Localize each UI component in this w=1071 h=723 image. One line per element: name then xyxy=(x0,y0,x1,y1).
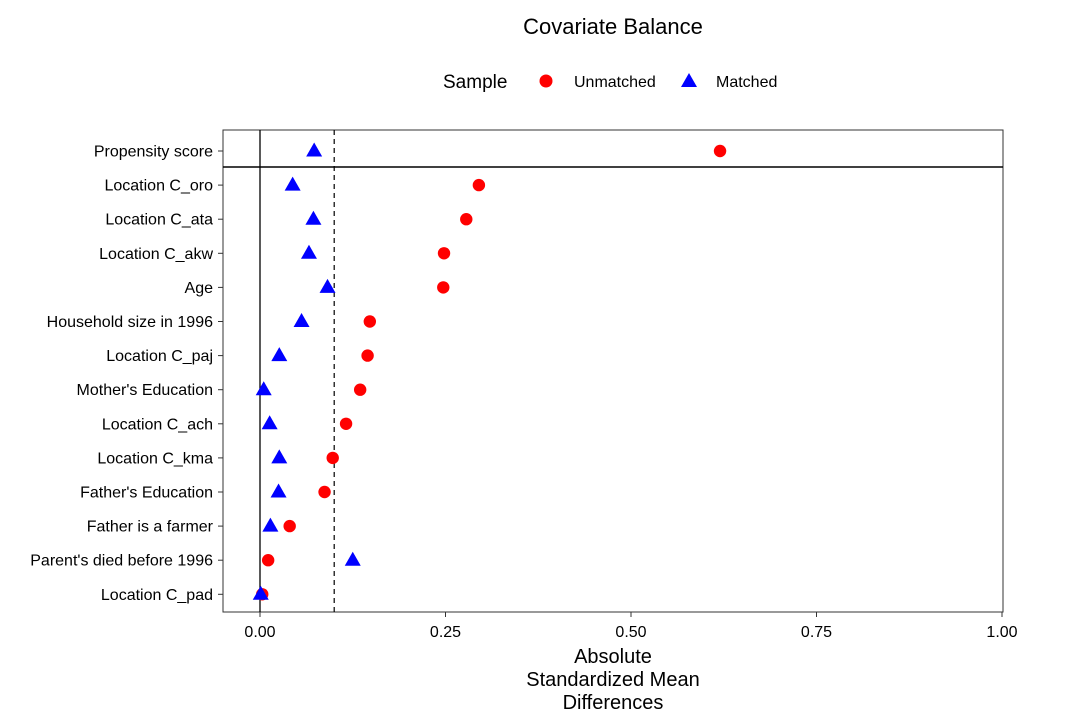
point-unmatched xyxy=(283,519,296,533)
point-matched xyxy=(344,551,361,566)
y-tick-label: Location C_akw xyxy=(99,246,213,263)
y-tick-label: Location C_ach xyxy=(102,416,213,433)
x-tick-label: 0.00 xyxy=(244,624,275,641)
point-unmatched xyxy=(339,417,353,430)
x-tick-label: 0.25 xyxy=(430,624,461,641)
point-unmatched xyxy=(363,315,377,328)
y-tick-label: Location C_kma xyxy=(97,450,213,467)
plot-panel xyxy=(222,129,1004,613)
y-tick-label: Location C_pad xyxy=(101,587,213,604)
point-unmatched xyxy=(353,383,367,396)
y-tick-label: Father's Education xyxy=(80,485,213,502)
point-unmatched xyxy=(261,554,275,567)
chart-title: Covariate Balance xyxy=(523,14,703,39)
point-matched xyxy=(305,210,322,225)
y-tick-label: Household size in 1996 xyxy=(47,314,213,331)
y-tick-label: Age xyxy=(185,280,214,297)
y-tick-label: Propensity score xyxy=(94,144,213,161)
point-unmatched xyxy=(713,144,727,158)
data-points xyxy=(252,142,727,601)
legend-unmatched-marker xyxy=(539,74,553,88)
point-matched xyxy=(252,585,269,600)
y-tick-label: Location C_paj xyxy=(106,348,213,365)
point-unmatched xyxy=(437,281,450,294)
point-matched xyxy=(284,176,301,191)
point-matched xyxy=(271,347,288,362)
x-tick-label: 0.50 xyxy=(615,624,646,641)
point-matched xyxy=(255,381,272,396)
legend-matched-marker xyxy=(681,73,697,87)
point-matched xyxy=(293,313,310,327)
legend: Sample Unmatched Matched xyxy=(443,72,777,93)
point-unmatched xyxy=(361,349,374,362)
point-matched xyxy=(261,415,278,430)
y-tick-label: Father is a farmer xyxy=(87,519,214,536)
x-tick-label: 1.00 xyxy=(986,624,1017,641)
point-matched xyxy=(319,278,336,293)
x-axis: 0.00 0.25 0.50 0.75 1.00 xyxy=(244,612,1018,641)
y-tick-label: Parent's died before 1996 xyxy=(30,553,213,570)
point-matched xyxy=(306,142,323,157)
reference-lines xyxy=(259,130,335,612)
legend-unmatched-label: Unmatched xyxy=(574,74,656,91)
legend-title: Sample xyxy=(443,72,507,93)
legend-matched-label: Matched xyxy=(716,74,777,91)
point-unmatched xyxy=(472,178,486,192)
point-unmatched xyxy=(318,485,331,499)
x-axis-label-line-3: Differences xyxy=(563,692,664,714)
point-matched xyxy=(270,483,287,498)
point-matched xyxy=(300,244,317,259)
y-axis: Propensity score Location C_oro Location C… xyxy=(30,144,223,604)
x-axis-label-line-1: Absolute xyxy=(574,646,652,668)
x-axis-label-line-2: Standardized Mean xyxy=(526,669,699,691)
point-matched xyxy=(262,517,279,532)
point-unmatched xyxy=(437,247,451,260)
point-unmatched xyxy=(460,213,473,226)
y-tick-label: Mother's Education xyxy=(77,382,213,399)
y-tick-label: Location C_ata xyxy=(105,212,213,229)
x-tick-label: 0.75 xyxy=(801,624,832,641)
point-matched xyxy=(271,449,288,464)
point-unmatched xyxy=(326,451,339,465)
y-tick-label: Location C_oro xyxy=(104,178,213,195)
